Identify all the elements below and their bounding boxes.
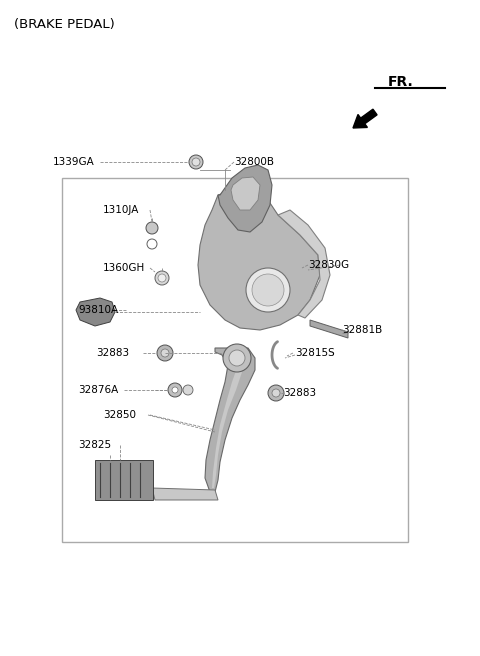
Bar [62, 178, 408, 542]
Circle shape [183, 385, 193, 395]
Text: 1310JA: 1310JA [103, 205, 139, 215]
Circle shape [272, 389, 280, 397]
Text: 32825: 32825 [78, 440, 111, 450]
Polygon shape [218, 165, 272, 232]
Circle shape [168, 383, 182, 397]
Polygon shape [231, 177, 260, 210]
Circle shape [147, 239, 157, 249]
Circle shape [223, 344, 251, 372]
Text: 32883: 32883 [283, 388, 316, 398]
Polygon shape [76, 298, 115, 326]
Polygon shape [198, 190, 320, 330]
Text: 32800B: 32800B [234, 157, 274, 167]
Text: 32883: 32883 [96, 348, 129, 358]
Polygon shape [212, 355, 242, 488]
Circle shape [155, 271, 169, 285]
Circle shape [252, 274, 284, 306]
Text: 32850: 32850 [103, 410, 136, 420]
Circle shape [192, 158, 200, 166]
FancyArrow shape [353, 109, 377, 128]
Circle shape [157, 345, 173, 361]
Circle shape [268, 385, 284, 401]
Text: 32830G: 32830G [308, 260, 349, 270]
Text: 93810A: 93810A [78, 305, 118, 315]
Circle shape [161, 349, 169, 357]
Circle shape [189, 155, 203, 169]
Polygon shape [310, 320, 348, 338]
Circle shape [246, 268, 290, 312]
Text: 32876A: 32876A [78, 385, 118, 395]
Circle shape [172, 387, 178, 393]
Text: 1360GH: 1360GH [103, 263, 145, 273]
Circle shape [229, 350, 245, 366]
Circle shape [146, 222, 158, 234]
Circle shape [158, 274, 166, 282]
Text: (BRAKE PEDAL): (BRAKE PEDAL) [14, 18, 115, 31]
Text: 1339GA: 1339GA [53, 157, 95, 167]
Polygon shape [205, 348, 255, 492]
Bar [95, 460, 153, 500]
Text: 32881B: 32881B [342, 325, 382, 335]
Polygon shape [278, 210, 330, 318]
Polygon shape [152, 488, 218, 500]
Text: FR.: FR. [388, 75, 414, 89]
Text: 32815S: 32815S [295, 348, 335, 358]
